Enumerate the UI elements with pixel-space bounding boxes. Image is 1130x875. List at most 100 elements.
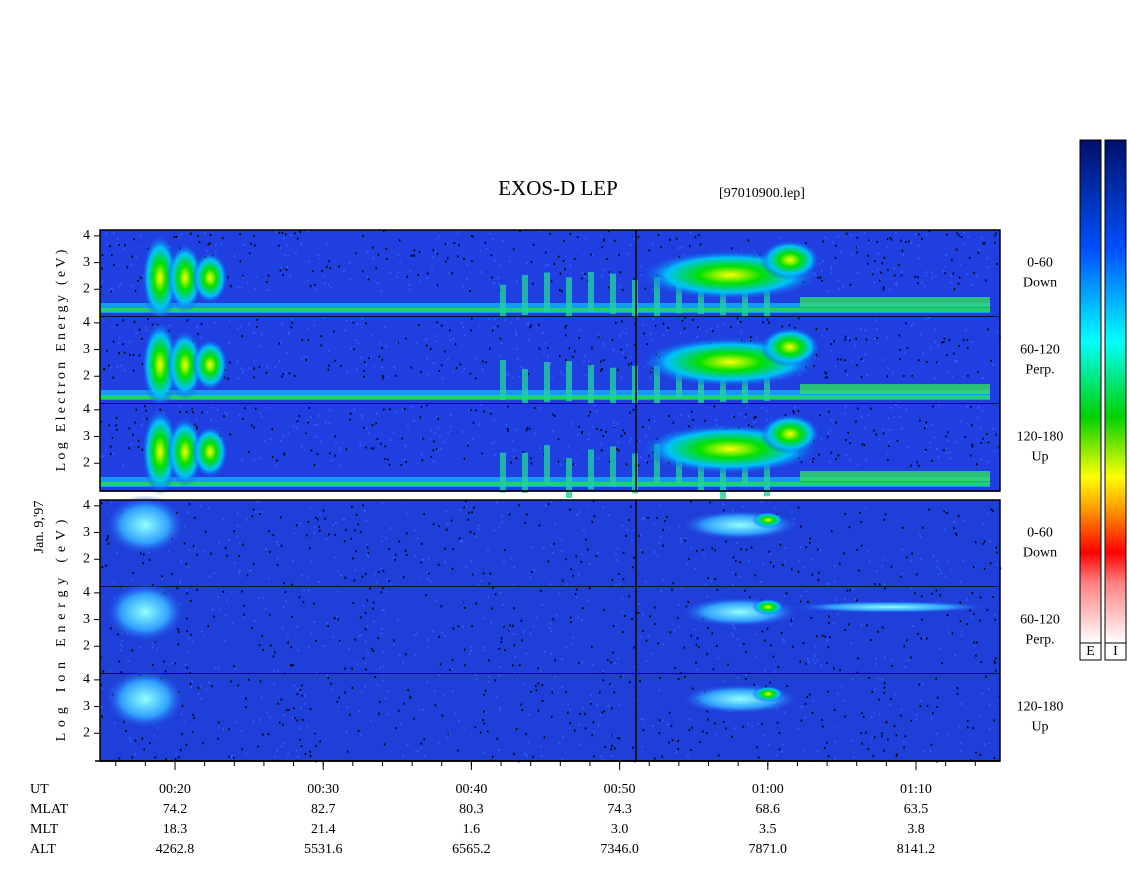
- speckle: [521, 279, 523, 282]
- speckle: [919, 419, 921, 422]
- speckle: [896, 281, 898, 284]
- speckle: [407, 689, 409, 692]
- speckle: [888, 445, 890, 448]
- speckle: [468, 409, 470, 412]
- speckle: [861, 416, 863, 419]
- speckle: [307, 576, 309, 579]
- speckle: [812, 658, 815, 661]
- speckle: [829, 429, 832, 432]
- speckle: [881, 732, 883, 735]
- speckle: [314, 525, 316, 528]
- speckle: [525, 429, 528, 432]
- speckle: [278, 342, 281, 345]
- speckle: [464, 664, 466, 667]
- y-tick-label: 2: [83, 638, 90, 653]
- speckle: [867, 241, 869, 244]
- speckle: [292, 663, 294, 666]
- speckle: [743, 642, 745, 645]
- speckle: [180, 712, 183, 715]
- speckle: [375, 267, 377, 270]
- spike: [632, 365, 638, 406]
- speckle: [575, 464, 577, 467]
- colorbar: [1079, 139, 1102, 644]
- speckle: [292, 559, 295, 562]
- speckle: [366, 553, 369, 556]
- speckle: [345, 730, 348, 733]
- speckle: [258, 365, 261, 368]
- speckle: [622, 429, 624, 432]
- speckle: [564, 268, 566, 271]
- speckle: [377, 637, 380, 640]
- speckle: [678, 525, 681, 528]
- speckle: [993, 757, 996, 760]
- speckle: [701, 548, 704, 551]
- speckle: [451, 371, 454, 374]
- speckle: [710, 327, 712, 330]
- speckle: [600, 443, 603, 446]
- speckle: [641, 551, 644, 554]
- speckle: [561, 579, 564, 582]
- speckle: [444, 350, 446, 353]
- speckle: [916, 713, 918, 716]
- speckle: [248, 367, 250, 370]
- speckle: [951, 569, 953, 572]
- speckle: [972, 727, 975, 730]
- speckle: [887, 367, 889, 370]
- speckle: [439, 663, 442, 666]
- speckle: [226, 413, 228, 416]
- speckle: [677, 603, 680, 606]
- speckle: [569, 264, 572, 267]
- speckle: [709, 501, 711, 504]
- speckle: [436, 284, 439, 287]
- speckle: [369, 719, 372, 722]
- speckle: [209, 242, 211, 245]
- speckle: [137, 445, 140, 448]
- y-tick-label: 3: [83, 342, 90, 357]
- speckle: [648, 249, 650, 252]
- speckle: [934, 341, 937, 344]
- speckle: [110, 453, 112, 456]
- speckle: [874, 687, 876, 690]
- speckle: [561, 550, 563, 553]
- speckle: [463, 506, 466, 509]
- speckle: [617, 368, 619, 371]
- speckle: [427, 638, 429, 641]
- speckle: [435, 599, 438, 602]
- speckle: [434, 432, 436, 435]
- speckle: [500, 640, 503, 643]
- speckle: [621, 288, 624, 291]
- speckle: [743, 589, 746, 592]
- speckle: [236, 535, 239, 538]
- speckle: [688, 425, 690, 428]
- speckle: [688, 557, 690, 560]
- speckle: [364, 572, 367, 575]
- speckle: [346, 370, 348, 373]
- speckle: [653, 551, 656, 554]
- speckle: [983, 567, 986, 570]
- speckle: [645, 434, 647, 437]
- spike: [500, 452, 506, 493]
- speckle: [742, 505, 744, 508]
- speckle: [560, 538, 563, 541]
- speckle: [876, 342, 879, 345]
- speckle: [531, 570, 533, 573]
- speckle: [797, 727, 800, 730]
- speckle: [325, 537, 328, 540]
- speckle: [413, 717, 415, 720]
- speckle: [706, 732, 708, 735]
- speckle: [387, 713, 390, 716]
- speckle: [335, 441, 337, 444]
- speckle: [175, 752, 177, 755]
- speckle: [396, 342, 398, 345]
- speckle: [600, 369, 602, 372]
- speckle: [316, 671, 319, 674]
- speckle: [468, 511, 470, 514]
- speckle: [625, 332, 627, 335]
- speckle: [614, 747, 616, 750]
- speckle: [404, 445, 407, 448]
- speckle: [573, 729, 576, 732]
- speckle: [112, 452, 115, 455]
- speckle: [186, 630, 189, 633]
- speckle: [958, 724, 961, 727]
- speckle: [351, 667, 353, 670]
